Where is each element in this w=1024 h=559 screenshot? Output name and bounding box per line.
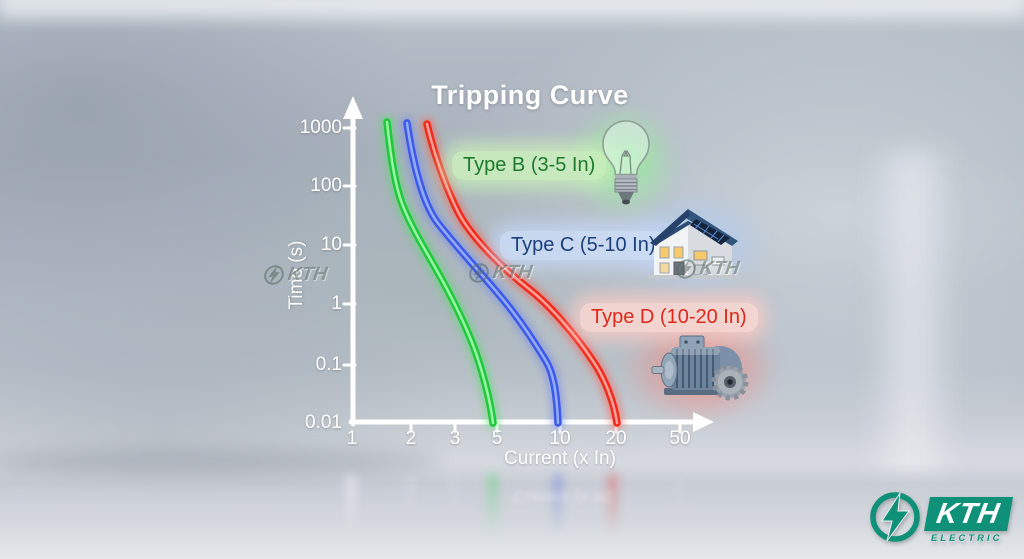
watermark: KTH [261,264,329,286]
logo-kth-text: KTH [924,497,1013,531]
x-tick: 5 [491,428,503,449]
y-tick: 1 [331,293,342,314]
lightning-bolt-icon [870,492,920,542]
ceiling-light-strip [0,0,1024,16]
y-tick: 0.1 [315,354,342,375]
floor [0,462,1024,559]
tick-reflection [407,478,413,523]
gear-icon [711,363,749,401]
label-type-d: Type D (10-20 In) [580,303,758,332]
lightning-bolt-icon [676,259,696,279]
label-type-b: Type B (3-5 In) [452,151,607,180]
y-tick: 100 [310,175,342,196]
y-tick: 0.01 [305,412,342,433]
lightning-bolt-icon [469,263,489,283]
tick-reflection [452,478,457,520]
curve-type-d [420,117,624,430]
curve-type-c [400,116,565,430]
curve-type-b [380,115,500,430]
x-tick: 3 [449,428,461,449]
light-bulb-icon [597,118,655,211]
y-axis-arrowhead [343,96,363,119]
watermark: KTH [466,262,534,284]
tick-reflection [677,478,682,518]
x-axis-label: Current (x In) [504,448,616,469]
y-tick: 10 [320,234,342,255]
watermark: KTH [673,258,741,280]
kth-electric-logo: KTH ELECTRIC [868,489,1013,545]
axis-reflection [346,476,356,534]
y-axis [342,96,363,427]
green-curve-reflection [488,474,497,536]
logo-subtitle: ELECTRIC [931,533,1003,544]
x-tick: 50 [669,428,691,449]
floor-shadow [0,449,440,475]
electric-motor-icon [650,330,750,407]
x-tick: 10 [549,428,571,449]
blue-curve-reflection [553,474,562,536]
x-tick: 1 [346,428,358,449]
house-icon [648,205,742,286]
y-axis-ticks [342,126,357,367]
red-curve-reflection [608,474,617,536]
x-axis-arrowhead [693,412,714,432]
x-tick: 2 [405,428,417,449]
lightning-bolt-icon [264,265,284,285]
y-tick: 1000 [299,117,342,138]
chart-title: Tripping Curve [431,80,629,110]
label-type-c: Type C (5-10 In) [500,231,667,260]
wall-highlight [865,150,960,500]
x-tick: 20 [605,428,627,449]
